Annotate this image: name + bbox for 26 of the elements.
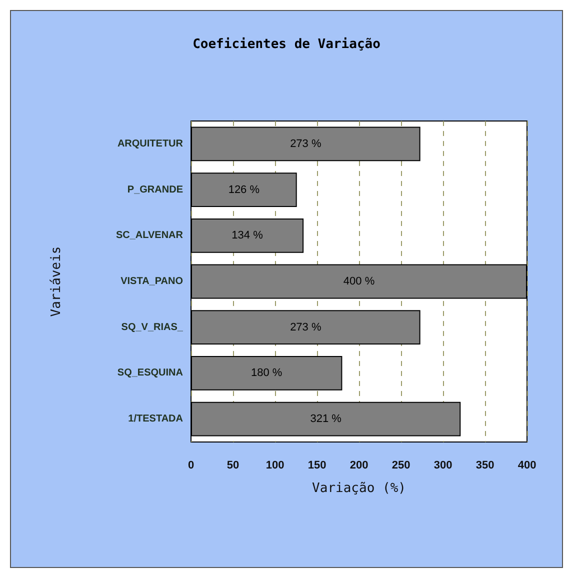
x-tick-label: 50 bbox=[226, 460, 240, 472]
x-tick-label: 350 bbox=[476, 460, 494, 472]
y-tick-label: SC_ALVENAR bbox=[116, 230, 184, 242]
y-axis-title: Variáveis bbox=[49, 246, 64, 317]
y-tick-label: ARQUITETUR bbox=[117, 138, 184, 150]
x-tick-label: 0 bbox=[188, 460, 194, 472]
data-label: 126 % bbox=[228, 184, 260, 196]
x-tick-label: 200 bbox=[350, 460, 368, 472]
data-label: 321 % bbox=[310, 413, 342, 426]
x-tick-label: 300 bbox=[434, 460, 452, 472]
x-tick-label: 100 bbox=[266, 460, 284, 472]
data-label: 134 % bbox=[232, 230, 264, 242]
x-axis-title: Variação (%) bbox=[312, 481, 406, 496]
data-label: 273 % bbox=[290, 138, 322, 150]
data-label: 400 % bbox=[343, 276, 375, 288]
data-label: 273 % bbox=[290, 321, 322, 334]
x-tick-label: 400 bbox=[518, 460, 536, 472]
y-tick-label: SQ_ESQUINA bbox=[117, 368, 183, 379]
x-tick-label: 150 bbox=[308, 460, 326, 472]
y-tick-label: SQ_V_RIAS_ bbox=[121, 322, 184, 333]
chart-title: Coeficientes de Variação bbox=[192, 37, 381, 52]
y-tick-label: P_GRANDE bbox=[127, 184, 184, 196]
data-label: 180 % bbox=[251, 367, 282, 380]
y-tick-label: VISTA_PANO bbox=[120, 276, 184, 287]
x-tick-label: 250 bbox=[392, 460, 410, 472]
y-tick-label: 1/TESTADA bbox=[128, 414, 183, 425]
